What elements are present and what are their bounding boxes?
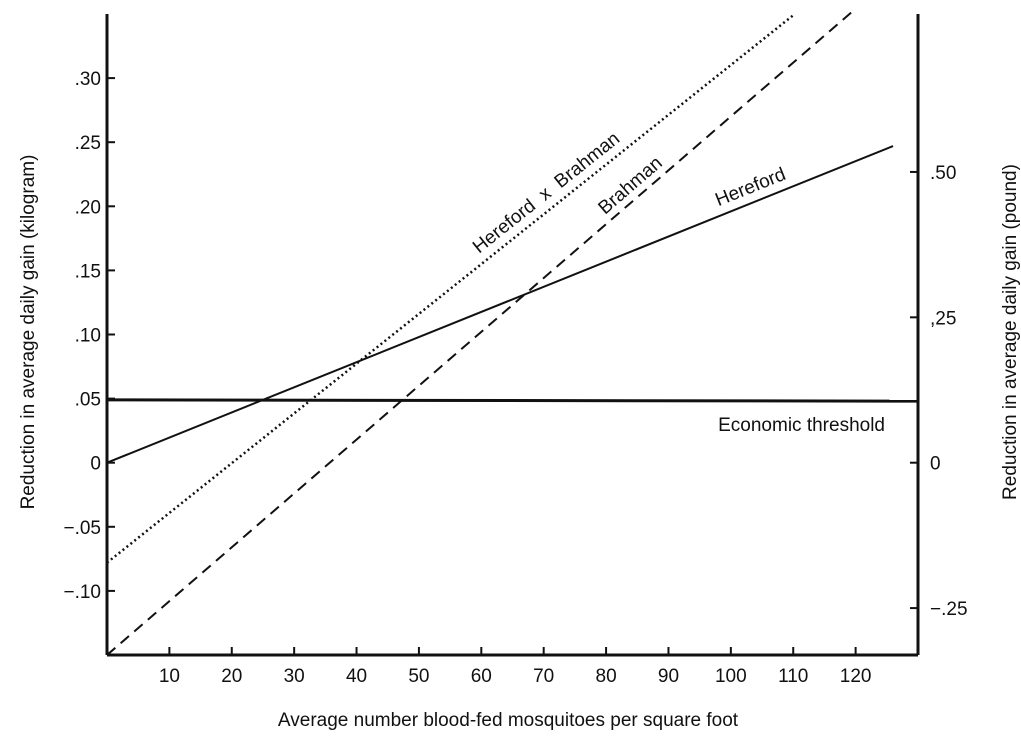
y-tick-label-left: −.05	[63, 518, 101, 539]
x-tick-label: 90	[658, 666, 679, 687]
y-tick-label-left: 0	[90, 454, 101, 475]
series-group	[106, 10, 919, 656]
x-tick-label: 120	[840, 666, 872, 687]
x-tick-label: 20	[221, 666, 242, 687]
y-tick-label-left: −.10	[63, 582, 101, 603]
hereford-line	[106, 145, 894, 464]
y-tick-label-right: 0	[930, 454, 941, 475]
y-tick-label-right: ,25	[930, 308, 956, 329]
economic-threshold-label: Economic threshold	[718, 415, 885, 436]
x-tick-label: 10	[159, 666, 180, 687]
y-tick-label-left: .20	[75, 197, 101, 218]
y-axis-title-right: Reduction in average daily gain (pound)	[1000, 164, 1021, 500]
y-tick-label-left: .25	[75, 133, 101, 154]
x-tick-label: 50	[408, 666, 429, 687]
y-tick-label-left: .30	[75, 69, 101, 90]
y-tick-label-right: −.25	[930, 599, 968, 620]
x-axis-title: Average number blood-fed mosquitoes per …	[278, 710, 739, 731]
economic-threshold-line	[106, 398, 919, 403]
x-tick-label: 60	[471, 666, 492, 687]
x-tick-label: 70	[533, 666, 554, 687]
y-tick-label-right: .50	[930, 163, 956, 184]
y-tick-label-left: .10	[75, 326, 101, 347]
brahman-line	[106, 10, 854, 656]
brahman-label: Brahman	[595, 153, 667, 219]
axes-group: 10 20 30 40 50 60 70 80 90 100 110 120 −.10 −.05 0 .05.…	[63, 14, 968, 687]
x-tick-label: 30	[284, 666, 305, 687]
hereford-x-brahman-label: Hereford x Brahman	[469, 128, 624, 258]
y-tick-label-left: .05	[75, 390, 101, 411]
hereford-x-brahman-line	[106, 14, 795, 564]
x-tick-label: 110	[778, 666, 808, 687]
x-tick-label: 40	[346, 666, 367, 687]
x-tick-label: 80	[596, 666, 617, 687]
y-tick-label-left: .15	[75, 261, 101, 282]
x-tick-label: 100	[715, 666, 747, 687]
y-axis-title-left: Reduction in average daily gain (kilogra…	[18, 155, 39, 510]
